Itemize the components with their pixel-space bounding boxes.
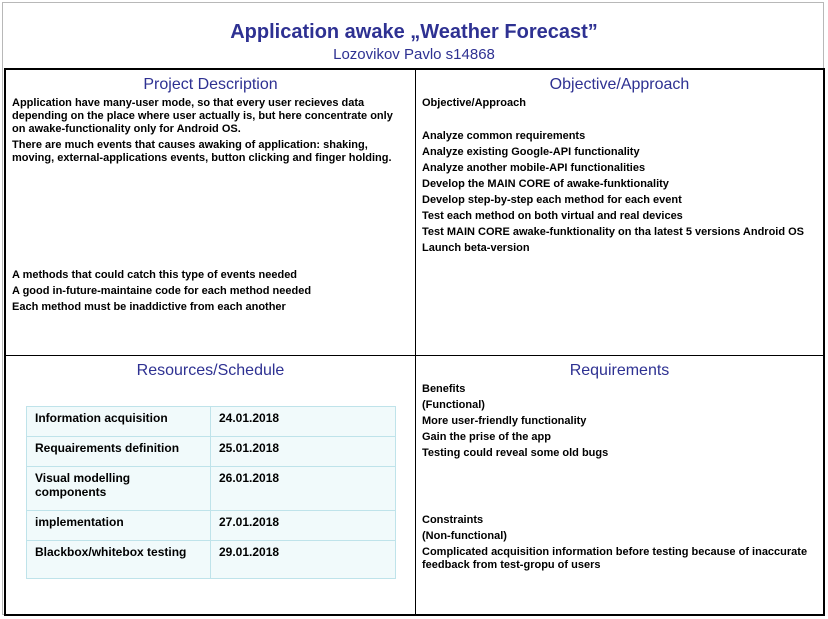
constraints-item: Constraints xyxy=(422,514,484,526)
project-needs-list: A methods that could catch this type of … xyxy=(12,269,408,317)
benefits-item: Gain the prise of the app xyxy=(422,431,551,443)
content-grid: Project Description Application have man… xyxy=(4,68,825,616)
objective-item: Develop the MAIN CORE of awake-funktiona… xyxy=(422,178,669,190)
schedule-table: Information acquisition 24.01.2018 Requa… xyxy=(26,406,396,579)
schedule-date: 24.01.2018 xyxy=(210,406,396,437)
table-row: Blackbox/whitebox testing 29.01.2018 xyxy=(26,540,396,579)
project-description-heading: Project Description xyxy=(143,76,278,93)
horizontal-divider xyxy=(6,355,823,356)
benefits-item: More user-friendly functionality xyxy=(422,415,587,427)
requirements-heading: Requirements xyxy=(569,362,670,379)
description-paragraph: Application have many-user mode, so that… xyxy=(12,97,393,135)
table-row: Information acquisition 24.01.2018 xyxy=(26,406,396,437)
benefits-list: Benefits (Functional) More user-friendly… xyxy=(422,383,812,463)
objective-item: Analyze existing Google-API functionalit… xyxy=(422,146,640,158)
objective-item: Launch beta-version xyxy=(422,242,530,254)
benefits-item: Testing could reveal some old bugs xyxy=(422,447,609,459)
objective-subheading: Objective/Approach xyxy=(422,97,526,109)
schedule-date: 27.01.2018 xyxy=(210,510,396,541)
benefits-item: Benefits xyxy=(422,383,466,395)
description-paragraph: There are much events that causes awakin… xyxy=(12,139,392,164)
objective-item: Analyze another mobile-API functionaliti… xyxy=(422,162,646,174)
schedule-task: implementation xyxy=(26,510,211,541)
schedule-task: Requairements definition xyxy=(26,436,211,467)
constraints-item: Complicated acquisition information befo… xyxy=(422,546,808,571)
constraints-list: Constraints (Non-functional) Complicated… xyxy=(422,514,812,575)
schedule-date: 26.01.2018 xyxy=(210,466,396,511)
objective-item: Analyze common requirements xyxy=(422,130,586,142)
benefits-item: (Functional) xyxy=(422,399,485,411)
schedule-task: Blackbox/whitebox testing xyxy=(26,540,211,579)
page-subtitle: Lozovikov Pavlo s14868 xyxy=(333,46,495,63)
schedule-date: 29.01.2018 xyxy=(210,540,396,579)
project-description-body: Application have many-user mode, so that… xyxy=(12,97,408,168)
objective-item: Test each method on both virtual and rea… xyxy=(422,210,683,222)
needs-item: A methods that could catch this type of … xyxy=(12,269,298,281)
needs-item: Each method must be inaddictive from eac… xyxy=(12,301,286,313)
schedule-task: Information acquisition xyxy=(26,406,211,437)
objective-list: Analyze common requirements Analyze exis… xyxy=(422,130,812,258)
vertical-divider xyxy=(415,70,416,614)
objective-item: Develop step-by-step each method for eac… xyxy=(422,194,682,206)
page-title: Application awake „Weather Forecast” xyxy=(230,21,598,43)
resources-heading: Resources/Schedule xyxy=(136,362,285,379)
table-row: implementation 27.01.2018 xyxy=(26,510,396,541)
schedule-task: Visual modelling components xyxy=(26,466,211,511)
needs-item: A good in-future-maintaine code for each… xyxy=(12,285,312,297)
objective-item: Test MAIN CORE awake-funktionality on th… xyxy=(422,226,805,238)
objective-heading: Objective/Approach xyxy=(549,76,690,93)
constraints-item: (Non-functional) xyxy=(422,530,507,542)
table-row: Requairements definition 25.01.2018 xyxy=(26,436,396,467)
schedule-date: 25.01.2018 xyxy=(210,436,396,467)
table-row: Visual modelling components 26.01.2018 xyxy=(26,466,396,511)
